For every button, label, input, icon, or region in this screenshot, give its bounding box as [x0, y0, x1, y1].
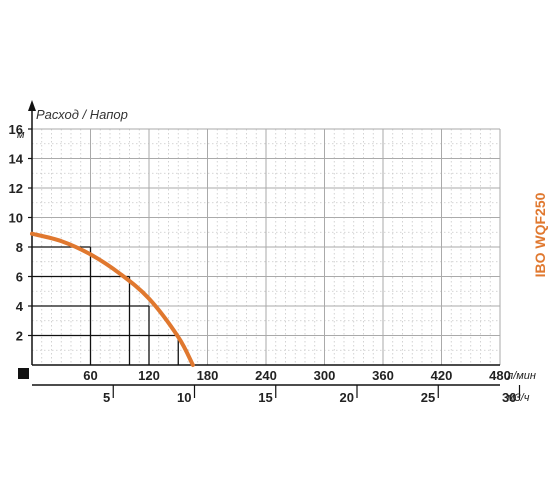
x-tick-label: 120 — [138, 368, 160, 383]
y-tick-label: 16 — [9, 122, 23, 137]
x2-tick-label: 20 — [340, 390, 354, 405]
y-tick-label: 6 — [16, 270, 23, 285]
x-tick-label: 480 — [489, 368, 511, 383]
x2-tick-label: 15 — [258, 390, 272, 405]
series-layer — [30, 231, 195, 367]
x-tick-label: 240 — [255, 368, 277, 383]
x2-tick-label: 25 — [421, 390, 435, 405]
x2-tick-label: 10 — [177, 390, 191, 405]
y-tick-label: 8 — [16, 240, 23, 255]
origin-marker — [18, 368, 29, 379]
x-tick-label: 180 — [197, 368, 219, 383]
x2-tick-label: 5 — [103, 390, 110, 405]
tick-labels: 2 4 6 8 10 12 14 16 60 120 180 240 300 360 420 480 5 10 15… — [9, 122, 517, 405]
performance-curve — [30, 231, 195, 367]
y-tick-label: 2 — [16, 329, 23, 344]
x-tick-label: 420 — [431, 368, 453, 383]
reference-lines — [32, 246, 179, 365]
x-tick-label: 360 — [372, 368, 394, 383]
axes — [18, 100, 521, 398]
y-tick-label: 12 — [9, 181, 23, 196]
x-axis-secondary-unit: м3/ч — [507, 392, 530, 404]
x-tick-label: 300 — [314, 368, 336, 383]
y-tick-label: 4 — [16, 299, 24, 314]
y-tick-label: 14 — [9, 152, 24, 167]
y-axis-unit: м — [17, 129, 25, 141]
model-label: IBO WQF250 — [532, 192, 548, 277]
x2-tick-label: 30 — [502, 390, 516, 405]
x-tick-label: 60 — [83, 368, 97, 383]
x-axis-primary-unit: л/мин — [506, 370, 536, 382]
grid — [32, 128, 501, 365]
y-tick-label: 10 — [9, 211, 23, 226]
y-axis-arrow — [28, 100, 36, 111]
chart-title: Расход / Напор — [36, 107, 128, 122]
